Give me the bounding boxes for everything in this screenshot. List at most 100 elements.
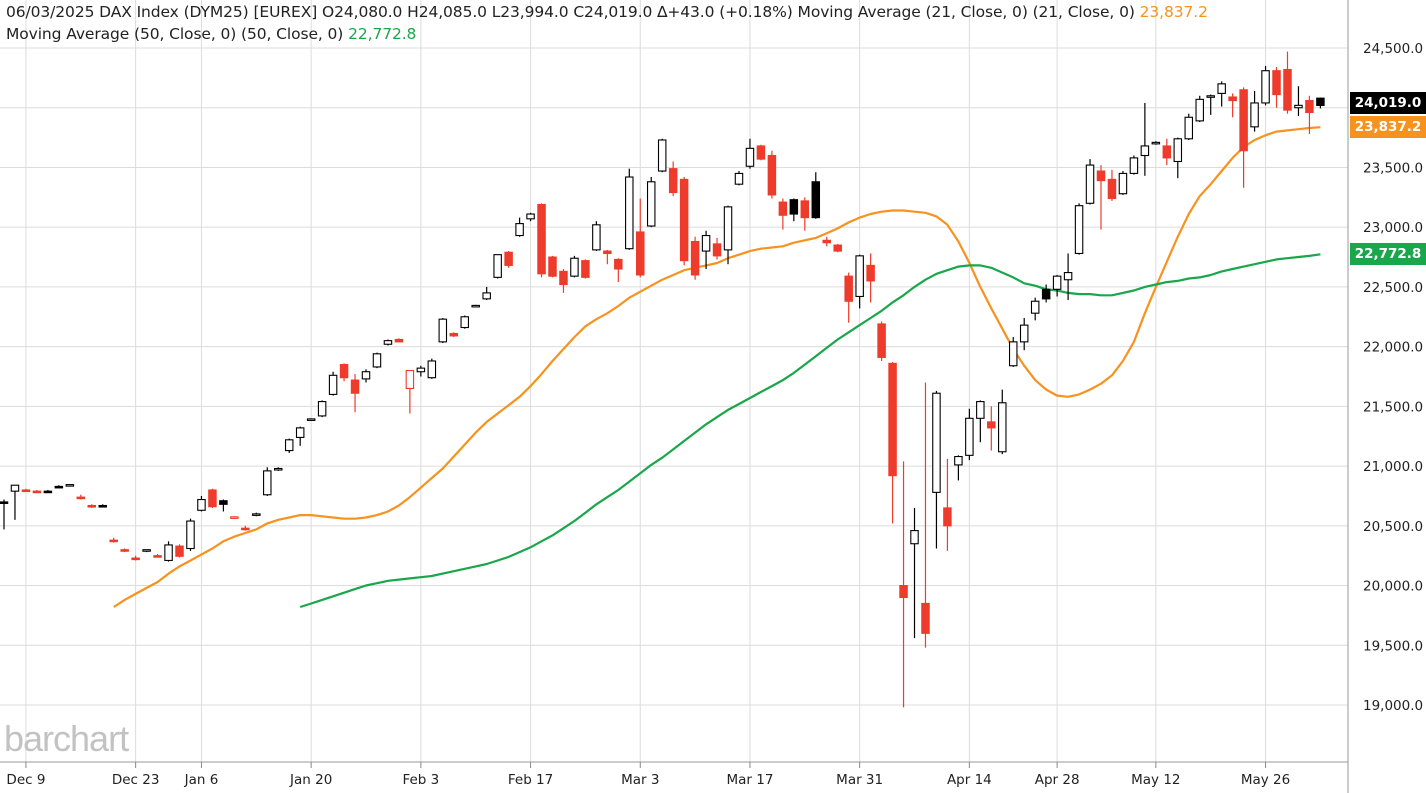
candle-body: [800, 200, 810, 219]
candle-body: [1052, 275, 1062, 290]
candle-body: [1085, 164, 1095, 204]
candle: [1217, 81, 1226, 107]
candle-body: [1250, 102, 1259, 128]
candle-body: [208, 489, 217, 508]
candle-body: [515, 223, 524, 237]
candle: [65, 484, 75, 487]
candle-body: [1228, 96, 1237, 102]
candle-body: [888, 362, 897, 477]
candle-body: [361, 371, 371, 380]
candle-body: [10, 484, 20, 492]
x-tick-label: Feb 3: [402, 772, 439, 788]
candle-body: [877, 323, 886, 358]
candle-body: [54, 485, 64, 489]
candle-body: [252, 513, 261, 516]
candles: [0, 51, 1325, 708]
candle: [361, 369, 371, 383]
candle-body: [273, 467, 283, 471]
candle: [822, 236, 831, 247]
candle-body: [1272, 70, 1281, 96]
candle-body: [734, 172, 744, 185]
candle-body: [778, 201, 788, 216]
candle: [789, 198, 799, 222]
candle: [471, 304, 480, 308]
y-tick-label: 19,000.0: [1363, 698, 1423, 714]
candle-body: [1184, 116, 1194, 140]
candle: [570, 255, 579, 278]
x-tick-label: Apr 28: [1035, 772, 1080, 788]
candle-body: [866, 264, 875, 282]
candle-body: [537, 203, 546, 275]
candle: [1184, 113, 1194, 140]
candle-body: [306, 418, 316, 421]
candle-body: [175, 545, 184, 557]
barchart-watermark-logo: barchart: [4, 718, 129, 759]
candle: [976, 400, 985, 443]
candle-body: [405, 369, 415, 389]
candle: [98, 504, 107, 508]
candle-body: [998, 402, 1007, 453]
moving-average-line: [113, 126, 1321, 608]
candle: [679, 177, 689, 266]
candle: [394, 338, 404, 343]
candle: [164, 541, 173, 562]
candle: [811, 172, 821, 219]
candle: [328, 371, 338, 396]
candle-body: [0, 501, 9, 504]
candle: [636, 198, 645, 278]
candle: [888, 362, 897, 524]
candle: [1272, 67, 1281, 108]
candle: [559, 268, 568, 293]
candle-body: [1140, 145, 1150, 157]
candle: [493, 254, 502, 279]
candle: [778, 198, 788, 230]
candle: [734, 171, 744, 186]
candle-body: [471, 304, 480, 308]
candle-body: [21, 489, 31, 493]
candle: [877, 321, 886, 361]
candle-body: [548, 256, 557, 277]
candle: [833, 243, 842, 253]
candle: [0, 499, 9, 530]
candle-body: [1206, 95, 1215, 98]
candle-body: [844, 275, 853, 302]
x-tick-label: Mar 31: [836, 772, 883, 788]
candle-body: [284, 439, 294, 452]
candle: [87, 504, 97, 508]
candle-body: [186, 520, 195, 550]
candle: [460, 315, 469, 329]
candle: [1052, 274, 1062, 297]
y-tick-label: 22,500.0: [1363, 280, 1423, 296]
candle-body: [657, 139, 667, 172]
candle-body: [625, 176, 634, 250]
candle: [899, 461, 908, 708]
candle-body: [570, 257, 579, 277]
candle-body: [219, 500, 228, 505]
candle-body: [449, 332, 459, 337]
candle-body: [416, 367, 426, 373]
candle: [844, 272, 853, 323]
candle: [295, 426, 305, 446]
candle: [537, 203, 546, 278]
candle: [1261, 65, 1270, 106]
candle: [548, 255, 557, 278]
chart-header-line-2: Moving Average (50, Close, 0) (50, Close…: [6, 25, 416, 43]
candle: [998, 389, 1007, 455]
candle-body: [767, 154, 777, 196]
candle: [1316, 97, 1325, 109]
candle-body: [1305, 100, 1314, 114]
candle-body: [701, 234, 711, 252]
y-tick-label: 20,000.0: [1363, 579, 1423, 595]
candle: [482, 286, 491, 301]
candle: [241, 525, 250, 531]
x-tick-label: May 12: [1131, 772, 1180, 788]
candle: [350, 374, 360, 413]
candle: [1140, 102, 1150, 176]
y-tick-label: 24,500.0: [1363, 41, 1423, 57]
candle-body: [131, 557, 140, 561]
candle-body: [1074, 205, 1084, 255]
candle-body: [1129, 157, 1139, 174]
ma21-price-label: 23,837.2: [1350, 116, 1426, 138]
candle: [1096, 165, 1106, 230]
candle: [581, 259, 590, 279]
